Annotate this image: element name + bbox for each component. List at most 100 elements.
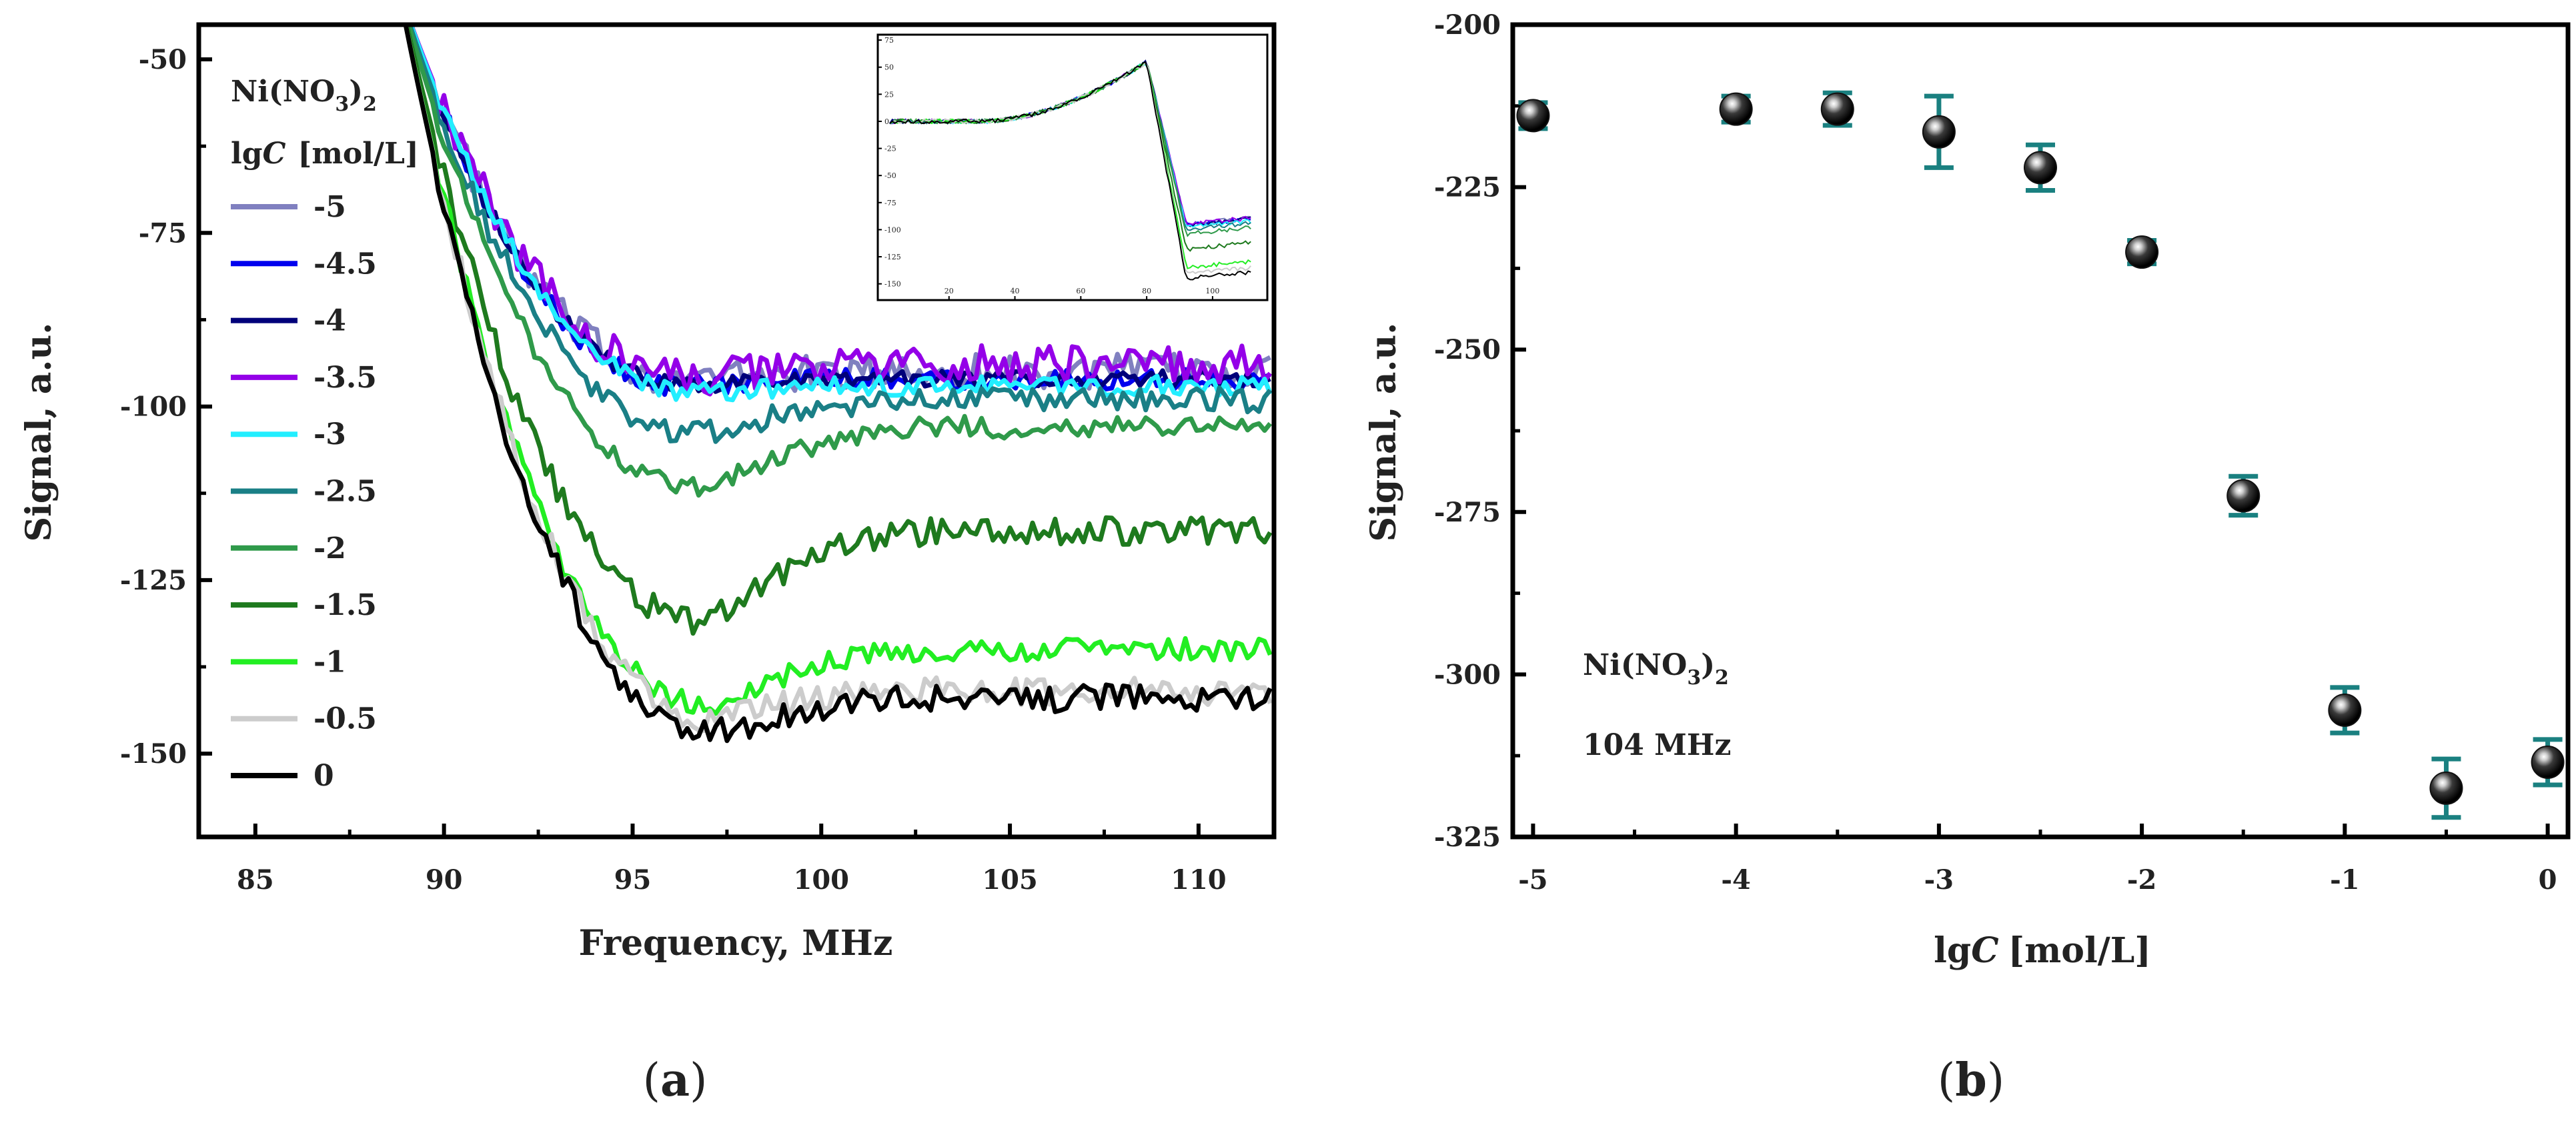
marker (2531, 745, 2565, 779)
chart-b-ytick-label: -225 (1434, 172, 1501, 203)
chart-a-series-group (403, 25, 1273, 744)
inset-series-line-0 (889, 61, 1251, 281)
data-point (2429, 756, 2463, 820)
chart-a-ylabel: Signal, a.u. (19, 323, 59, 542)
chart-a-ytick-label: -50 (139, 44, 187, 75)
inset-ytick-label: 0 (884, 117, 889, 126)
inset-ytick-label: -100 (884, 225, 901, 234)
chart-b-ytick-label: -325 (1434, 822, 1501, 853)
chart-b-xtick-label: -2 (2127, 864, 2156, 896)
legend-label--4.5: -4.5 (313, 247, 377, 281)
chart-b-ticks: -5 -4 -3 -2 -1 0 -200 -225 -250 -275 -300 -325 (1434, 9, 2557, 896)
annotation-frequency: 104 MHz (1583, 728, 1731, 762)
chart-b-xtick-label: -5 (1518, 864, 1547, 896)
data-point (1922, 93, 1956, 170)
chart-a-xtick-label: 100 (794, 864, 850, 896)
data-point (2226, 473, 2261, 518)
series-line--2 (406, 25, 1273, 498)
chart-a-xtick-label: 90 (426, 864, 463, 896)
inset-ytick-label: 50 (884, 63, 894, 72)
chart-b-ytick-label: -200 (1434, 9, 1501, 41)
inset-ytick-label: 75 (884, 36, 894, 45)
inset-ytick-label: -75 (884, 199, 896, 207)
chart-a-ytick-label: -100 (120, 391, 187, 423)
chart-a-ticks: 85 90 95 100 105 110-50-75-100-125-150 (120, 44, 1227, 896)
data-point (1820, 90, 1854, 128)
marker (2429, 771, 2463, 805)
chart-b-xtick-label: 0 (2539, 864, 2557, 896)
inset-frame (876, 33, 1269, 301)
chart-a-xtick-label: 105 (982, 864, 1038, 896)
chart-b-points (1516, 90, 2565, 820)
panel-a-label: (a) (642, 1054, 707, 1107)
inset-ytick-label: -150 (884, 280, 901, 289)
inset-xtick-label: 100 (1205, 287, 1219, 295)
inset-xtick-label: 40 (1011, 287, 1020, 295)
chart-b-ytick-label: -275 (1434, 497, 1501, 528)
chart-a-ytick-label: -75 (139, 217, 187, 249)
inset-xtick-label: 80 (1142, 287, 1151, 295)
marker (2226, 479, 2261, 513)
series-line--2.5 (407, 25, 1273, 444)
legend-items: -5 -4.5 -4 -3.5 -3 -2.5 -2 -1.5 -1 -0.5 0 (231, 190, 377, 793)
inset-ytick-label: -25 (884, 145, 896, 153)
inset-ticks: 20 40 60 80 100 75 50 25 0 -25 -50 -75 -100 -125 -150 (878, 36, 1219, 300)
chart-a-xtick-label: 110 (1171, 864, 1227, 896)
marker (1922, 115, 1956, 149)
chart-a-xlabel: Frequency, MHz (579, 923, 893, 964)
chart-b-xtick-label: -4 (1721, 864, 1750, 896)
data-point (1516, 99, 1550, 133)
inset-xtick-label: 60 (1076, 287, 1085, 295)
chart-b-xtick-label: -3 (1924, 864, 1954, 896)
chart-b-xtick-label: -1 (2330, 864, 2359, 896)
inset-ytick-label: 25 (884, 90, 894, 99)
panel-b-label: (b) (1938, 1054, 2005, 1107)
legend-label--2.5: -2.5 (313, 475, 377, 509)
marker (1516, 99, 1550, 133)
inset-xtick-label: 20 (944, 287, 954, 295)
data-point (2125, 235, 2159, 269)
chart-a-plot-frame (196, 22, 1277, 840)
marker (2024, 151, 2057, 185)
marker (2328, 693, 2362, 727)
chart-a-ytick-label: -125 (120, 565, 187, 596)
inset-ytick-label: -125 (884, 253, 901, 261)
chart-a-xtick-label: 85 (237, 864, 274, 896)
chart-b: -5 -4 -3 -2 -1 0 -200 -225 -250 -275 -300 -325 Ni(N… (1363, 9, 2571, 1107)
inset-ytick-label: -50 (884, 171, 896, 180)
legend-title: Ni(NO3)2 (231, 75, 377, 116)
series-line--3.5 (408, 25, 1273, 397)
chart-b-ytick-label: -300 (1434, 659, 1501, 690)
marker (2125, 235, 2159, 269)
series-line-0 (403, 25, 1273, 744)
legend-label--1: -1 (313, 645, 346, 679)
data-point (2328, 685, 2362, 736)
legend-label--3: -3 (313, 417, 346, 451)
data-point (2024, 142, 2057, 193)
chart-b-xlabel: lgC [mol/L] (1934, 930, 2151, 971)
chart-a-legend: Ni(NO3)2 lgC [mol/L] -5 -4.5 -4 -3.5 -3 -2.5 -2… (231, 75, 419, 793)
annotation-compound: Ni(NO3)2 (1583, 648, 1729, 690)
data-point (1719, 92, 1753, 126)
series-line--5 (408, 25, 1271, 396)
marker (1820, 92, 1854, 126)
chart-a-ytick-label: -150 (120, 738, 187, 770)
series-line--0.5 (403, 25, 1273, 734)
legend-label--2: -2 (313, 531, 346, 566)
data-point (2531, 737, 2565, 788)
chart-a: 85 90 95 100 105 110-50-75-100-125-150 20 40 60… (19, 22, 1277, 1107)
legend-label--1.5: -1.5 (313, 588, 377, 622)
legend-label-0: 0 (313, 759, 334, 793)
inset-series-group (889, 59, 1251, 281)
legend-subtitle: lgC [mol/L] (231, 137, 419, 171)
chart-b-ylabel: Signal, a.u. (1363, 323, 1404, 542)
legend-label--0.5: -0.5 (313, 702, 377, 736)
legend-label--3.5: -3.5 (313, 361, 377, 395)
chart-a-inset: 20 40 60 80 100 75 50 25 0 -25 -50 -75 -100 -125 -150 (876, 33, 1269, 301)
chart-b-ytick-label: -250 (1434, 334, 1501, 365)
series-line--1 (403, 25, 1273, 716)
marker (1719, 92, 1753, 126)
chart-a-xtick-label: 95 (614, 864, 652, 896)
inset-series-line--0.5 (889, 61, 1251, 275)
